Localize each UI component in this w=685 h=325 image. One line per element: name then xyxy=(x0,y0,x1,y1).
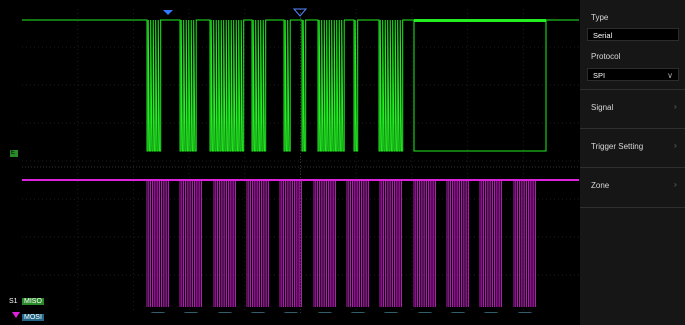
protocol-label: Protocol xyxy=(591,52,621,61)
mosi-burst xyxy=(213,180,236,307)
mosi-burst xyxy=(246,180,269,307)
mosi-channel-marker-icon xyxy=(12,312,20,318)
chevron-right-icon: ›› xyxy=(673,141,678,150)
miso-waveform xyxy=(22,19,579,152)
protocol-select[interactable]: SPI ∨ xyxy=(587,68,679,81)
mosi-burst xyxy=(379,180,402,307)
menu-trigger-setting[interactable]: Trigger Setting ›› xyxy=(580,128,685,168)
chevron-right-icon: ›› xyxy=(673,180,678,189)
trigger-position-marker[interactable] xyxy=(163,10,173,15)
miso-label: MISO xyxy=(22,298,44,305)
mosi-burst xyxy=(146,180,169,307)
mosi-label: MOSI xyxy=(22,314,44,321)
menu-zone[interactable]: Zone ›› xyxy=(580,167,685,208)
protocol-value: SPI xyxy=(593,71,606,80)
type-field[interactable]: Serial xyxy=(587,28,679,41)
mosi-burst xyxy=(413,180,436,307)
mosi-waveform xyxy=(22,179,579,307)
mosi-burst xyxy=(446,180,469,307)
waveform-display[interactable]: 'S''I''G''L''E''N''T'' '' '' '' '' ' xyxy=(22,9,579,313)
mosi-burst xyxy=(479,180,502,307)
edge-marker-label: E xyxy=(11,150,16,156)
mosi-burst xyxy=(313,180,336,307)
s1-label: S1 xyxy=(9,298,18,305)
trigger-settings-panel: Type Serial Protocol SPI ∨ Signal ›› Tri… xyxy=(580,0,685,325)
chevron-right-icon: ›› xyxy=(673,102,678,111)
chevron-down-icon: ∨ xyxy=(667,71,673,80)
graticule-grid xyxy=(22,9,579,313)
menu-trigger-setting-label: Trigger Setting xyxy=(591,142,644,151)
timebase-center-marker[interactable] xyxy=(292,8,308,17)
edge-marker-icon xyxy=(10,150,18,157)
mosi-burst xyxy=(279,180,302,307)
miso-trace-line xyxy=(22,19,579,152)
menu-signal-label: Signal xyxy=(591,103,614,112)
type-label: Type xyxy=(591,13,609,22)
miso-busy-high xyxy=(414,19,546,22)
menu-signal[interactable]: Signal ›› xyxy=(580,89,685,129)
mosi-burst xyxy=(346,180,369,307)
menu-zone-label: Zone xyxy=(591,181,610,190)
mosi-burst xyxy=(179,180,202,307)
mosi-burst xyxy=(513,180,536,307)
